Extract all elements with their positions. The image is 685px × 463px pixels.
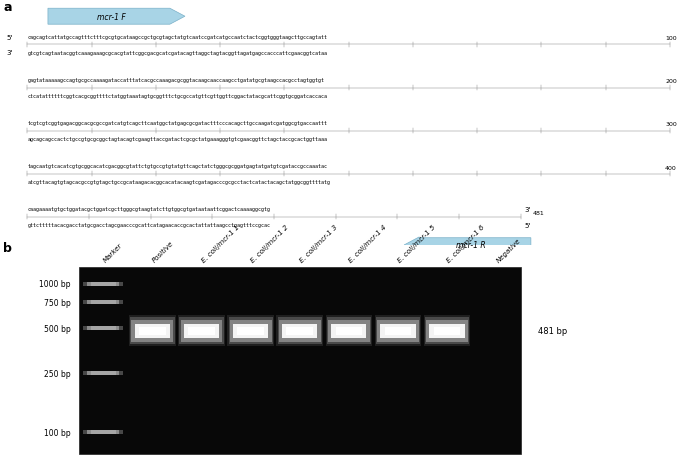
Text: E. coli/mcr-1 6: E. coli/mcr-1 6 <box>446 223 486 263</box>
FancyBboxPatch shape <box>91 430 116 434</box>
Text: gttctttttacacgacctatgcgacctagcgaacccgcattcatagaacaccgcactattattaagcctgagtttccgca: gttctttttacacgacctatgcgacctagcgaacccgcat… <box>27 223 271 227</box>
FancyBboxPatch shape <box>426 320 468 342</box>
FancyBboxPatch shape <box>277 315 323 347</box>
Text: E. coli/mcr-1 3: E. coli/mcr-1 3 <box>299 223 339 263</box>
FancyBboxPatch shape <box>178 315 225 347</box>
FancyBboxPatch shape <box>83 326 123 331</box>
Text: ctcatattttttcggtcacgcggttttctatggtaaatagtgcggtttctgcgccatgttcgttggttcggactatacgc: ctcatattttttcggtcacgcggttttctatggtaaatag… <box>27 94 327 99</box>
FancyBboxPatch shape <box>83 300 123 305</box>
Polygon shape <box>79 268 521 454</box>
FancyBboxPatch shape <box>282 324 317 338</box>
FancyBboxPatch shape <box>429 324 464 338</box>
FancyBboxPatch shape <box>380 324 416 338</box>
FancyBboxPatch shape <box>135 324 170 338</box>
FancyBboxPatch shape <box>88 282 119 286</box>
FancyBboxPatch shape <box>179 318 223 344</box>
Text: 3': 3' <box>524 206 530 213</box>
Text: 481: 481 <box>533 211 545 216</box>
Text: tagcaatgtcacatcgtgcggcacatcgacggcgtattctgtgccgtgtatgttcagctatctgggcgcggatgagtatg: tagcaatgtcacatcgtgcggcacatcgacggcgtattct… <box>27 164 327 169</box>
Text: 250 bp: 250 bp <box>44 369 71 378</box>
FancyBboxPatch shape <box>277 318 322 344</box>
FancyBboxPatch shape <box>286 327 313 335</box>
FancyBboxPatch shape <box>229 318 273 344</box>
FancyBboxPatch shape <box>377 320 419 342</box>
FancyBboxPatch shape <box>88 430 119 434</box>
Text: gtcgtcagtaatacggtcaaagaaagcgcacgtattcggcgacgcatcgatacagttaggctagtacggttagatgagcc: gtcgtcagtaatacggtcaaagaaagcgcacgtattcggc… <box>27 51 327 56</box>
Text: 200: 200 <box>665 79 677 84</box>
FancyBboxPatch shape <box>384 327 411 335</box>
FancyArrow shape <box>48 9 185 25</box>
Text: Positive: Positive <box>151 239 175 263</box>
FancyBboxPatch shape <box>129 315 175 347</box>
Text: tcgtcgtcggtgagacggcacgcgccgatcatgtcagcttcaatggctatgagcgcgatactttcccacagcttgccaag: tcgtcgtcggtgagacggcacgcgccgatcatgtcagctt… <box>27 121 327 126</box>
Text: b: b <box>3 242 12 255</box>
FancyBboxPatch shape <box>83 282 123 286</box>
FancyBboxPatch shape <box>139 327 166 335</box>
FancyBboxPatch shape <box>279 320 321 342</box>
FancyBboxPatch shape <box>184 324 219 338</box>
FancyBboxPatch shape <box>227 315 274 347</box>
Text: E. coli/mcr-1 4: E. coli/mcr-1 4 <box>348 223 388 263</box>
Text: 300: 300 <box>665 122 677 127</box>
Text: caagaaaatgtgctggatacgctggatcgcttgggcgtaagtatcttgtggcgtgataataattcggactcaaaaggcgt: caagaaaatgtgctggatacgctggatcgcttgggcgtaa… <box>27 207 271 212</box>
Text: E. coli/mcr-1 1: E. coli/mcr-1 1 <box>201 223 240 263</box>
FancyBboxPatch shape <box>83 430 123 434</box>
FancyBboxPatch shape <box>327 318 371 344</box>
FancyBboxPatch shape <box>375 315 421 347</box>
FancyBboxPatch shape <box>88 371 119 375</box>
Text: E. coli/mcr-1 2: E. coli/mcr-1 2 <box>250 223 290 263</box>
Text: 1000 bp: 1000 bp <box>39 279 71 288</box>
Text: Marker: Marker <box>103 242 124 263</box>
Text: 500 bp: 500 bp <box>44 324 71 333</box>
FancyBboxPatch shape <box>424 315 470 347</box>
FancyBboxPatch shape <box>325 315 372 347</box>
Text: gagtataaaaagccagtgcgccaaaagataccatttatcacgccaaagacgcggtacaagcaaccaagcctgatatgcgt: gagtataaaaagccagtgcgccaaaagataccatttatca… <box>27 78 325 83</box>
Text: 5': 5' <box>7 35 13 41</box>
FancyBboxPatch shape <box>188 327 215 335</box>
Text: agcagcagccactctgccgtgcgcggctagtacagtcgaagttaccgatactcgcgctatgaaagggtgtcgaacggttc: agcagcagccactctgccgtgcgcggctagtacagtcgaa… <box>27 137 327 142</box>
Text: 3': 3' <box>7 50 13 56</box>
Text: mcr-1 R: mcr-1 R <box>456 241 486 250</box>
Text: Negative: Negative <box>495 237 522 263</box>
Text: E. coli/mcr-1 5: E. coli/mcr-1 5 <box>397 223 437 263</box>
FancyBboxPatch shape <box>83 371 123 375</box>
Text: mcr-1 F: mcr-1 F <box>97 13 125 22</box>
Text: 5': 5' <box>524 222 530 228</box>
Text: atcgttacagtgtagcacgccgtgtagctgccgcataagacacggcacatacaagtcgatagacccgcgcctactcatac: atcgttacagtgtagcacgccgtgtagctgccgcataaga… <box>27 180 330 185</box>
Text: a: a <box>3 1 12 14</box>
Text: 481 bp: 481 bp <box>538 326 567 336</box>
FancyBboxPatch shape <box>88 300 119 305</box>
FancyBboxPatch shape <box>91 326 116 331</box>
FancyBboxPatch shape <box>233 324 269 338</box>
Text: cagcagtcattatgccagtttctttcgcgtgcataagccgctgcgtagctatgtcaatccgatcatgccaatctactcgg: cagcagtcattatgccagtttctttcgcgtgcataagccg… <box>27 35 327 40</box>
Text: 100: 100 <box>665 36 677 41</box>
FancyBboxPatch shape <box>229 320 271 342</box>
FancyBboxPatch shape <box>425 318 469 344</box>
Text: 400: 400 <box>665 165 677 170</box>
FancyArrow shape <box>404 238 531 253</box>
FancyBboxPatch shape <box>132 320 173 342</box>
FancyBboxPatch shape <box>376 318 420 344</box>
FancyBboxPatch shape <box>434 327 460 335</box>
FancyBboxPatch shape <box>331 324 366 338</box>
FancyBboxPatch shape <box>88 326 119 331</box>
FancyBboxPatch shape <box>130 318 175 344</box>
Text: 750 bp: 750 bp <box>44 298 71 307</box>
FancyBboxPatch shape <box>91 371 116 375</box>
Text: 100 bp: 100 bp <box>44 428 71 437</box>
FancyBboxPatch shape <box>91 300 116 305</box>
FancyBboxPatch shape <box>181 320 223 342</box>
FancyBboxPatch shape <box>336 327 362 335</box>
FancyBboxPatch shape <box>91 282 116 286</box>
FancyBboxPatch shape <box>237 327 264 335</box>
FancyBboxPatch shape <box>328 320 370 342</box>
